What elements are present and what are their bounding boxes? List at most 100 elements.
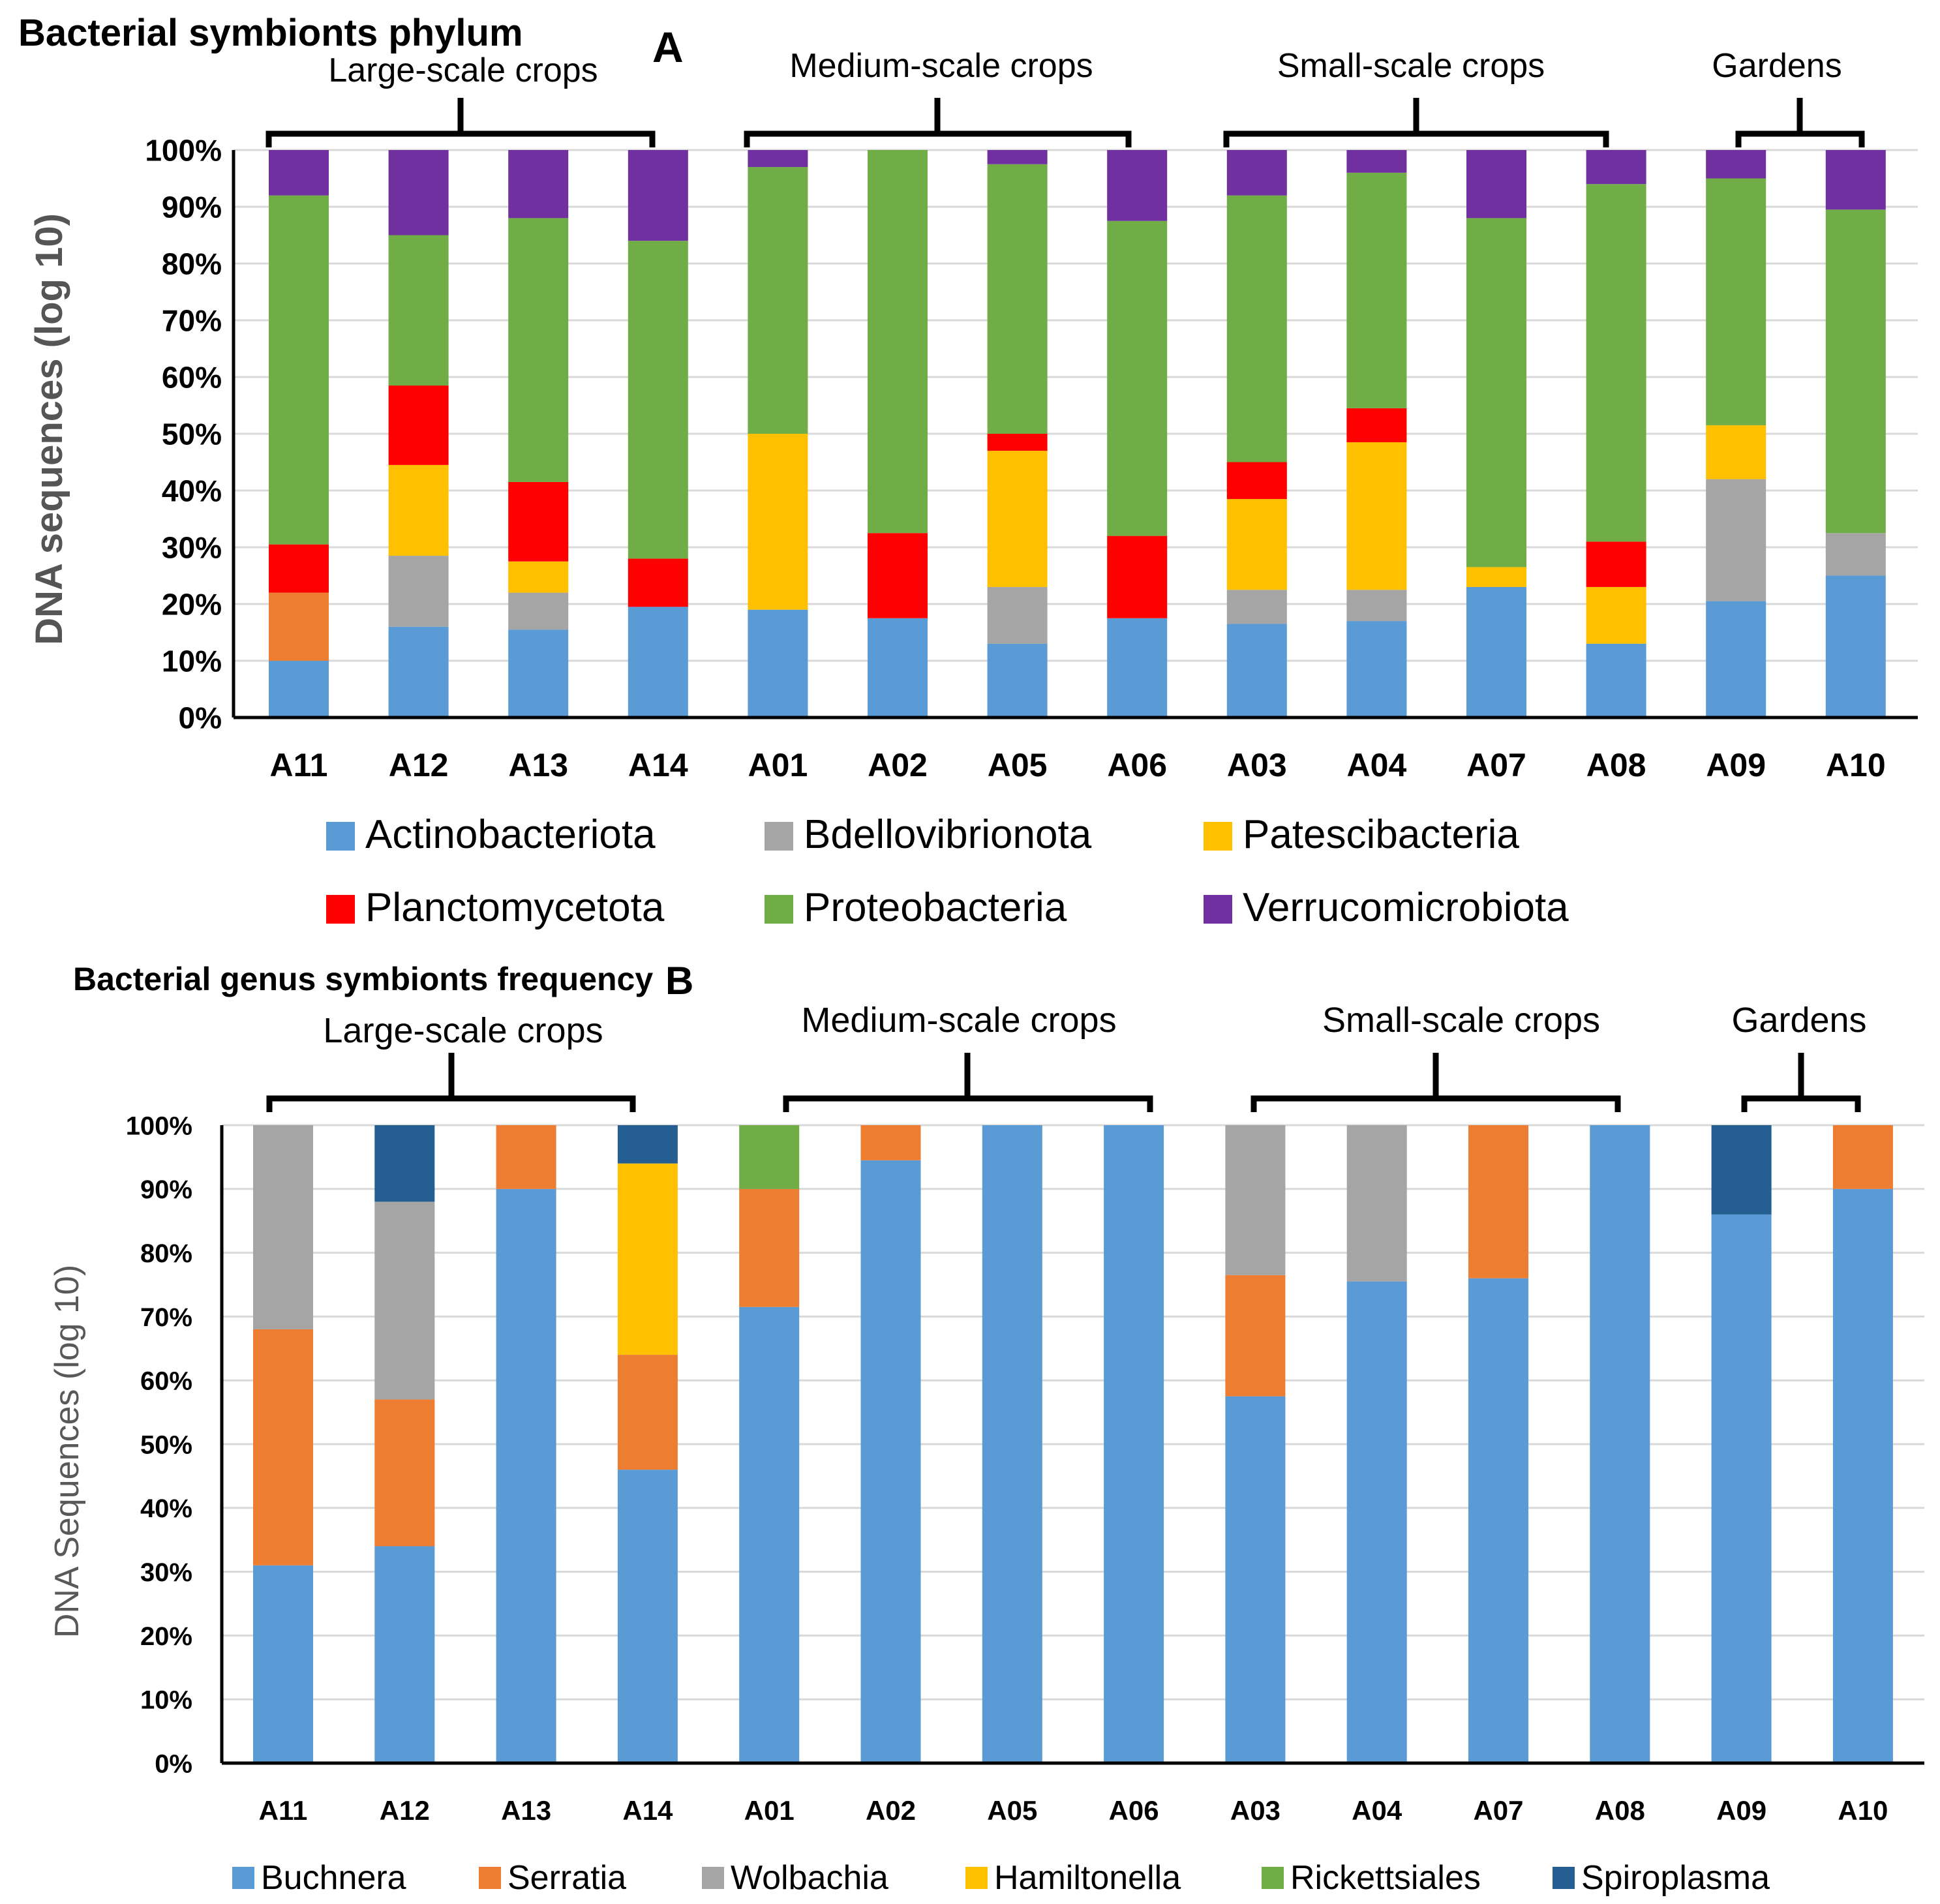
x-tick-label-a08: A08 — [1595, 1795, 1645, 1826]
x-tick-label-a05: A05 — [988, 747, 1048, 783]
bar-segment-a07-patescibacteria — [1466, 567, 1526, 587]
y-tick-label: 80% — [140, 1239, 192, 1268]
bar-segment-a05-proteobacteria — [987, 164, 1048, 434]
x-tick-label-a04: A04 — [1347, 747, 1407, 783]
bar-segment-a04-actinobacteriota — [1346, 621, 1407, 718]
panel-a-gridlines — [234, 149, 1918, 662]
y-tick-label: 30% — [162, 531, 222, 565]
bar-segment-a07-buchnera — [1468, 1278, 1528, 1763]
bar-segment-a03-planctomycetota — [1226, 462, 1287, 500]
bar-segment-a04-verrucomicrobiota — [1346, 150, 1407, 173]
bar-segment-a09-verrucomicrobiota — [1706, 150, 1766, 179]
bar-segment-a11-serratia — [253, 1329, 313, 1565]
bar-segment-a09-actinobacteriota — [1706, 601, 1766, 718]
bar-segment-a01-buchnera — [739, 1307, 800, 1763]
panel-a-group-label-large: Large-scale crops — [328, 52, 598, 89]
panel-a-y-axis-title: DNA sequences (log 10) — [28, 213, 70, 645]
bar-segment-a04-wolbachia — [1346, 1125, 1407, 1282]
x-tick-label-a14: A14 — [622, 1795, 673, 1826]
bar-segment-a13-proteobacteria — [508, 218, 569, 482]
y-tick-label: 30% — [140, 1558, 192, 1587]
bar-segment-a04-proteobacteria — [1346, 172, 1407, 408]
bar-segment-a05-verrucomicrobiota — [987, 150, 1048, 164]
bar-segment-a08-planctomycetota — [1586, 541, 1646, 587]
bar-segment-a12-wolbachia — [374, 1201, 435, 1400]
panel-a-legend-item-patescibacteria: Patescibacteria — [1204, 812, 1519, 857]
panel-a-legend-item-actinobacteriota: Actinobacteriota — [326, 812, 656, 857]
y-tick-label: 10% — [162, 644, 222, 678]
bar-segment-a06-actinobacteriota — [1107, 618, 1168, 718]
bar-segment-a10-buchnera — [1832, 1188, 1893, 1763]
x-tick-label-a08: A08 — [1586, 747, 1646, 783]
bar-segment-a05-bdellovibrionota — [987, 586, 1048, 644]
panel-b-legend-item-hamiltonella: Hamiltonella — [965, 1859, 1181, 1897]
bar-segment-a14-actinobacteriota — [628, 607, 688, 718]
bar-segment-a07-actinobacteriota — [1466, 586, 1526, 718]
panel-a-legend: Actinobacteriota Bdellovibrionota Patesc… — [326, 812, 1569, 930]
legend-swatch-bdellovibrionota — [765, 822, 793, 851]
y-tick-label: 0% — [155, 1749, 192, 1778]
legend-label-hamiltonella: Hamiltonella — [994, 1859, 1181, 1897]
x-tick-label-a02: A02 — [868, 747, 928, 783]
bar-segment-a11-verrucomicrobiota — [269, 150, 329, 196]
x-tick-label-a07: A07 — [1473, 1795, 1523, 1826]
legend-swatch-proteobacteria — [765, 895, 793, 924]
bar-segment-a12-spiroplasma — [374, 1125, 435, 1202]
bar-segment-a04-bdellovibrionota — [1346, 590, 1407, 622]
legend-swatch-spiroplasma — [1553, 1867, 1575, 1889]
bar-segment-a02-actinobacteriota — [868, 618, 928, 718]
bar-segment-a11-planctomycetota — [269, 544, 329, 593]
x-tick-label-a06: A06 — [1107, 747, 1167, 783]
legend-swatch-patescibacteria — [1204, 822, 1232, 851]
bar-segment-a05-actinobacteriota — [987, 643, 1048, 718]
panel-a-brace-gardens — [1735, 98, 1865, 147]
bar-segment-a01-proteobacteria — [748, 167, 808, 434]
legend-label-spiroplasma: Spiroplasma — [1581, 1859, 1770, 1897]
x-tick-label-a12: A12 — [389, 747, 449, 783]
panel-b-x-tick-labels: A11 A12 A13 A14 A01 A02 A05 A06 A03 A04 A07 A08 A09 A… — [259, 1795, 1888, 1826]
legend-swatch-planctomycetota — [326, 895, 355, 924]
legend-label-bdellovibrionota: Bdellovibrionota — [804, 812, 1092, 857]
x-tick-label-a04: A04 — [1352, 1795, 1402, 1826]
legend-swatch-buchnera — [232, 1867, 254, 1889]
bar-segment-a12-planctomycetota — [388, 385, 449, 465]
bar-segment-a13-verrucomicrobiota — [508, 150, 569, 219]
y-tick-label: 40% — [140, 1494, 192, 1523]
x-tick-label-a11: A11 — [270, 747, 328, 783]
legend-swatch-hamiltonella — [965, 1867, 988, 1889]
x-tick-label-a14: A14 — [628, 747, 688, 783]
panel-b-title: Bacterial genus symbionts frequency — [73, 961, 653, 997]
bar-segment-a01-verrucomicrobiota — [748, 150, 808, 168]
panel-a-x-tick-labels: A11 A12 A13 A14 A01 A02 A05 A06 A03 A04 A07 A08 A09 A… — [270, 747, 1886, 783]
panel-a-bars — [269, 150, 1886, 718]
bar-segment-a02-serratia — [860, 1125, 921, 1160]
legend-swatch-verrucomicrobiota — [1204, 895, 1232, 924]
bar-segment-a02-buchnera — [860, 1160, 921, 1763]
panel-a-legend-item-verrucomicrobiota: Verrucomicrobiota — [1204, 885, 1569, 930]
x-tick-label-a09: A09 — [1706, 747, 1766, 783]
bar-segment-a14-verrucomicrobiota — [628, 150, 688, 241]
legend-label-rickettsiales: Rickettsiales — [1290, 1859, 1481, 1897]
bar-segment-a05-buchnera — [982, 1125, 1042, 1763]
bar-segment-a06-proteobacteria — [1107, 220, 1168, 536]
panel-b-brace-small — [1250, 1053, 1621, 1112]
x-tick-label-a06: A06 — [1109, 1795, 1159, 1826]
bar-segment-a09-spiroplasma — [1711, 1125, 1772, 1215]
bar-segment-a08-patescibacteria — [1586, 586, 1646, 644]
bar-segment-a12-bdellovibrionota — [388, 556, 449, 627]
bar-segment-a11-proteobacteria — [269, 195, 329, 545]
y-tick-label: 10% — [140, 1686, 192, 1715]
bar-segment-a01-serratia — [739, 1188, 800, 1307]
x-tick-label-a12: A12 — [380, 1795, 430, 1826]
bar-segment-a10-actinobacteriota — [1825, 575, 1886, 718]
panel-b-group-label-large: Large-scale crops — [323, 1011, 603, 1050]
legend-label-patescibacteria: Patescibacteria — [1243, 812, 1519, 857]
y-tick-label: 90% — [140, 1175, 192, 1204]
panel-a-y-tick-labels: 0% 10% 20% 30% 40% 50% 60% 70% 80% 90% 100% — [145, 134, 222, 735]
legend-label-wolbachia: Wolbachia — [731, 1859, 888, 1897]
bar-segment-a07-serratia — [1468, 1125, 1528, 1278]
x-tick-label-a03: A03 — [1230, 1795, 1281, 1826]
x-tick-label-a02: A02 — [866, 1795, 916, 1826]
y-tick-label: 50% — [162, 417, 222, 451]
